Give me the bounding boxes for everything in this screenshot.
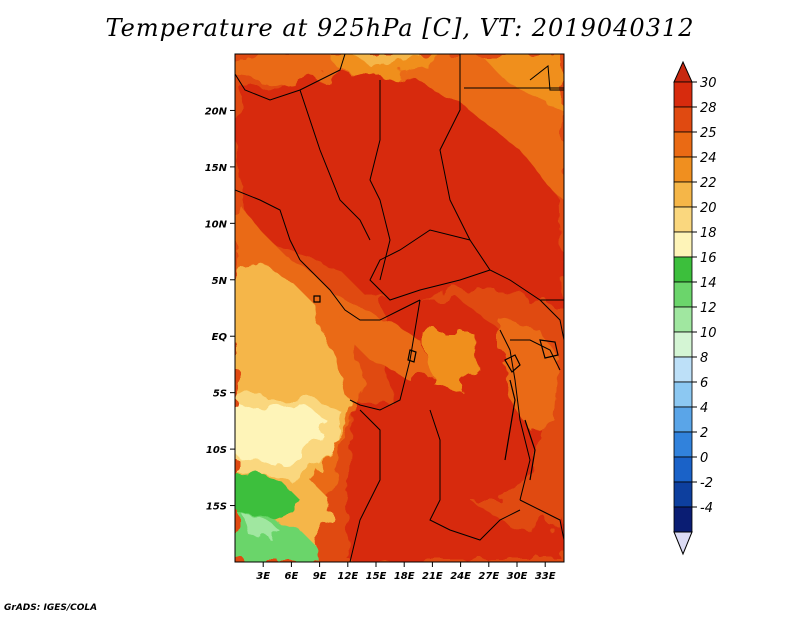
field-northeast-24 <box>480 54 564 110</box>
field-lake-region-24 <box>420 330 480 390</box>
colorbar-label: 28 <box>700 101 717 116</box>
colorbar-swatch <box>673 331 693 358</box>
field-north-24 <box>330 54 440 78</box>
colorbar-swatch <box>673 281 693 308</box>
map-axes: 3E 6E 9E 12E 15E 18E 21E 24E 27E 30E 33E 20N 15N 10N 5… <box>205 106 556 582</box>
colorbar-label: 20 <box>700 201 717 216</box>
y-tick-label: 15N <box>205 163 228 174</box>
colorbar-swatch <box>673 106 693 133</box>
colorbar-swatch <box>673 406 693 433</box>
y-tick-label: 10N <box>205 219 228 230</box>
temperature-fields <box>235 54 564 562</box>
colorbar-label: 10 <box>700 326 717 341</box>
country-boundaries <box>235 54 564 562</box>
x-tick-label: 12E <box>337 571 358 582</box>
x-tick-label: 24E <box>450 571 471 582</box>
x-tick-label: 9E <box>313 571 327 582</box>
colorbar-label: 2 <box>700 426 708 441</box>
colorbar-label: 30 <box>700 76 717 91</box>
plot-frame <box>234 53 565 563</box>
x-tick-label: 15E <box>366 571 387 582</box>
colorbar-label: 22 <box>700 176 717 191</box>
colorbar-swatch <box>673 431 693 458</box>
colorbar-max-arrow <box>673 60 693 83</box>
y-tick-label: 10S <box>206 445 227 456</box>
colorbar-swatch <box>673 156 693 183</box>
field-south-30 <box>345 400 564 562</box>
colorbar-swatch <box>673 481 693 508</box>
y-tick-label: 5S <box>213 389 227 400</box>
colorbar-label: 4 <box>700 401 708 416</box>
colorbar-label: 16 <box>700 251 717 266</box>
colorbar-swatch <box>673 381 693 408</box>
colorbar-swatch <box>673 131 693 158</box>
colorbar-label: -4 <box>700 501 713 516</box>
x-tick-label: 30E <box>507 571 528 582</box>
chart-title: Temperature at 925hPa [C], VT: 201904031… <box>105 14 695 42</box>
colorbar-swatch <box>673 206 693 233</box>
colorbar-label: 25 <box>700 126 717 141</box>
y-tick-label: 15S <box>206 502 227 513</box>
field-core-30 <box>238 72 564 300</box>
x-tick-label: 27E <box>478 571 499 582</box>
colorbar-swatch <box>673 256 693 283</box>
lakes <box>313 295 559 481</box>
colorbar-swatch <box>673 231 693 258</box>
x-tick-label: 3E <box>256 571 270 582</box>
colorbar-label: 24 <box>700 151 717 166</box>
y-tick-label: EQ <box>212 332 228 343</box>
colorbar-label: 0 <box>700 451 708 466</box>
y-tick-label: 20N <box>205 106 228 117</box>
colorbar-label: -2 <box>700 476 713 491</box>
y-tick-label: 5N <box>212 276 228 287</box>
colorbar-label: 12 <box>700 301 717 316</box>
colorbar-swatch <box>673 306 693 333</box>
colorbar-swatch <box>673 456 693 483</box>
colorbar-label: 8 <box>700 351 708 366</box>
colorbar-label: 14 <box>700 276 717 291</box>
colorbar-label: 6 <box>700 376 708 391</box>
colorbar-swatch <box>673 181 693 208</box>
footer-credit: GrADS: IGES/COLA <box>4 603 98 613</box>
colorbar-min-arrow <box>673 531 693 556</box>
colorbar-label: 18 <box>700 226 717 241</box>
x-tick-label: 33E <box>535 571 556 582</box>
colorbar-swatch <box>673 81 693 108</box>
colorbar-swatch <box>673 506 693 533</box>
field-north-22 <box>350 54 420 66</box>
x-tick-label: 18E <box>394 571 415 582</box>
field-southwest-12 <box>240 512 280 538</box>
x-tick-label: 6E <box>285 571 299 582</box>
colorbar-swatch <box>673 356 693 383</box>
field-atlantic-18 <box>235 400 325 460</box>
x-tick-label: 21E <box>422 571 443 582</box>
